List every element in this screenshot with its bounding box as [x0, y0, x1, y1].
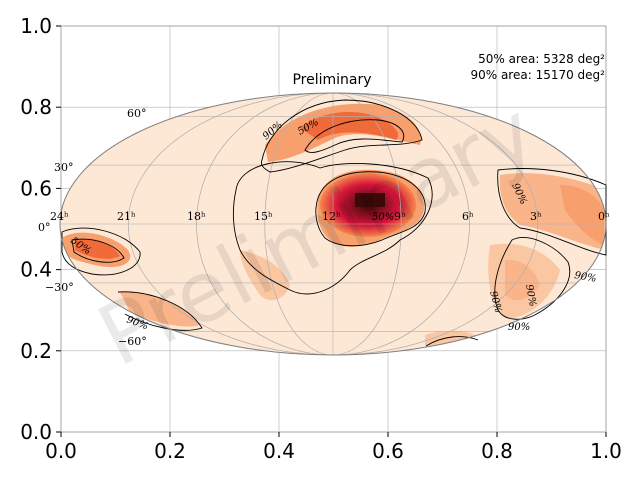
x-tick-label: 0.4 — [263, 439, 295, 463]
x-axis-ticks: 0.0 0.2 0.4 0.6 0.8 1.0 — [45, 432, 622, 463]
sky-outline — [59, 92, 607, 356]
ra-label-21h: 21ʰ — [117, 210, 136, 223]
region-peak — [355, 193, 385, 207]
y-tick-label: 0.0 — [20, 420, 52, 444]
contour-90-southeast — [494, 237, 571, 320]
y-axis-ticks: 0.0 0.2 0.4 0.6 0.8 1.0 — [20, 14, 61, 444]
dec-labels: 60° 30° 0° −30° −60° — [38, 107, 147, 348]
contour-label-50-central: 50% — [372, 212, 394, 223]
dec-label-minus30: −30° — [45, 281, 74, 294]
x-tick-label: 0.6 — [372, 439, 404, 463]
x-tick-label: 0.0 — [45, 439, 77, 463]
region-southwest — [120, 291, 200, 327]
x-tick-label: 0.2 — [154, 439, 186, 463]
map-title: Preliminary — [292, 72, 371, 88]
ra-label-24h: 24ʰ — [50, 210, 69, 223]
dec-label-30: 30° — [54, 161, 74, 174]
contour-50-central — [315, 171, 426, 247]
ra-label-12h: 12ʰ — [322, 210, 341, 223]
y-tick-label: 1.0 — [20, 14, 52, 38]
contour-50-west — [71, 238, 125, 263]
area-info: 50% area: 5328 deg² 90% area: 15170 deg² — [470, 52, 605, 82]
dec-label-minus60: −60° — [118, 335, 147, 348]
contour-90-southwest — [117, 291, 203, 331]
region-southeast-core — [505, 259, 540, 301]
ra-labels: 24ʰ 21ʰ 18ʰ 15ʰ 12ʰ 9ʰ 6ʰ 3ʰ 0ʰ — [50, 210, 610, 223]
contour-90-central — [232, 161, 433, 295]
contours — [61, 99, 607, 347]
x-tick-label: 1.0 — [590, 439, 622, 463]
region-north-arc — [265, 103, 421, 162]
dec-label-0: 0° — [38, 221, 51, 234]
y-tick-label: 0.6 — [20, 176, 52, 200]
ra-label-15h: 15ʰ — [254, 210, 273, 223]
y-tick-label: 0.4 — [20, 258, 52, 282]
ra-label-9h: 9ʰ — [394, 210, 406, 223]
ra-label-6h: 6ʰ — [462, 210, 474, 223]
area-90-text: 90% area: 15170 deg² — [470, 68, 605, 82]
ra-label-3h: 3ʰ — [530, 210, 542, 223]
region-west-core — [75, 239, 120, 259]
contour-90-north — [260, 99, 423, 173]
y-tick-label: 0.8 — [20, 95, 52, 119]
sky-map: 90% 50% 50% 50% 90% 90% 90% 90% 90% 90% … — [38, 72, 610, 356]
region-east-core — [560, 185, 604, 245]
area-50-text: 50% area: 5328 deg² — [478, 52, 605, 66]
contour-90-south-small — [425, 336, 479, 347]
dec-label-60: 60° — [127, 107, 147, 120]
ra-label-0h: 0ʰ — [598, 210, 610, 223]
y-tick-label: 0.2 — [20, 339, 52, 363]
contour-label-90-southeast-a: 90% — [573, 270, 597, 285]
contour-label-90-southeast-c: 90% — [523, 284, 538, 308]
probability-regions — [62, 103, 606, 347]
contour-label-90-south: 90% — [508, 322, 530, 333]
region-south-small — [425, 330, 480, 347]
region-south-center — [240, 250, 290, 301]
contour-90-west — [61, 227, 141, 276]
x-tick-label: 0.8 — [481, 439, 513, 463]
ra-label-18h: 18ʰ — [187, 210, 206, 223]
contour-90-east — [497, 168, 607, 256]
contour-50-north — [304, 119, 405, 153]
